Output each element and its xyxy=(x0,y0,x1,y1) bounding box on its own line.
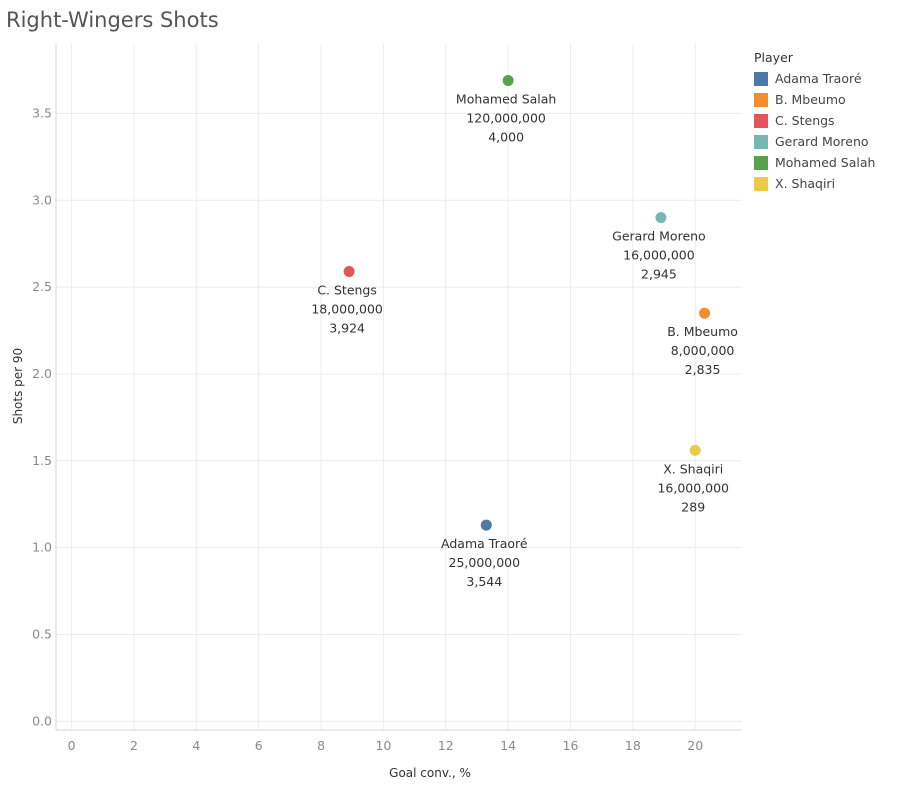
x-tick-label: 4 xyxy=(192,738,200,753)
x-tick-label: 20 xyxy=(687,738,703,753)
data-point[interactable] xyxy=(502,74,514,86)
x-tick-label: 10 xyxy=(375,738,391,753)
legend-swatch xyxy=(754,134,768,149)
legend-item[interactable]: C. Stengs xyxy=(754,110,875,131)
legend-swatch xyxy=(754,155,768,170)
y-tick-label: 0.5 xyxy=(32,626,52,641)
legend-item[interactable]: B. Mbeumo xyxy=(754,89,875,110)
data-label: 2,945 xyxy=(641,267,677,282)
legend-label: B. Mbeumo xyxy=(775,92,846,107)
y-tick-label: 3.5 xyxy=(32,105,52,120)
data-label: 3,924 xyxy=(329,321,365,336)
y-tick-label: 1.0 xyxy=(32,540,52,555)
data-label: 16,000,000 xyxy=(657,480,729,495)
data-label: Mohamed Salah xyxy=(456,91,556,106)
x-tick-label: 14 xyxy=(500,738,516,753)
data-label: C. Stengs xyxy=(317,283,377,298)
chart-title: Right-Wingers Shots xyxy=(6,8,219,32)
data-label: 8,000,000 xyxy=(671,343,735,358)
y-tick-label: 2.5 xyxy=(32,279,52,294)
y-tick-label: 2.0 xyxy=(32,366,52,381)
data-label: 4,000 xyxy=(488,129,524,144)
x-tick-label: 18 xyxy=(625,738,641,753)
x-tick-label: 12 xyxy=(438,738,454,753)
x-tick-label: 0 xyxy=(68,738,76,753)
y-tick-label: 0.0 xyxy=(32,713,52,728)
legend-item[interactable]: Mohamed Salah xyxy=(754,152,875,173)
data-label: 120,000,000 xyxy=(466,110,546,125)
data-label: 3,544 xyxy=(466,574,502,589)
x-tick-label: 16 xyxy=(563,738,579,753)
data-label: 2,835 xyxy=(685,362,721,377)
x-tick-label: 8 xyxy=(317,738,325,753)
data-label: 289 xyxy=(681,499,705,514)
legend-title: Player xyxy=(754,50,793,65)
data-point[interactable] xyxy=(655,212,667,224)
data-label: B. Mbeumo xyxy=(667,324,738,339)
data-point[interactable] xyxy=(480,519,492,531)
data-label: Adama Traoré xyxy=(441,536,528,551)
legend-item[interactable]: Adama Traoré xyxy=(754,68,875,89)
legend-label: Gerard Moreno xyxy=(775,134,869,149)
data-label: 25,000,000 xyxy=(449,555,521,570)
legend-label: Mohamed Salah xyxy=(775,155,876,170)
x-tick-label: 2 xyxy=(130,738,138,753)
legend-swatch xyxy=(754,71,768,86)
data-label: Gerard Moreno xyxy=(612,229,706,244)
y-tick-label: 3.0 xyxy=(32,192,52,207)
data-point[interactable] xyxy=(689,444,701,456)
data-label: 16,000,000 xyxy=(623,248,695,263)
legend-label: Adama Traoré xyxy=(775,71,862,86)
x-tick-label: 6 xyxy=(255,738,263,753)
legend-swatch xyxy=(754,113,768,128)
data-label: X. Shaqiri xyxy=(663,461,723,476)
data-label: 18,000,000 xyxy=(311,302,383,317)
x-axis-title: Goal conv., % xyxy=(389,766,471,780)
legend-item[interactable]: X. Shaqiri xyxy=(754,173,875,194)
legend-swatch xyxy=(754,92,768,107)
data-point[interactable] xyxy=(343,266,355,278)
data-point[interactable] xyxy=(699,307,711,319)
legend-label: C. Stengs xyxy=(775,113,835,128)
y-axis-title: Shots per 90 xyxy=(11,348,25,424)
legend-label: X. Shaqiri xyxy=(775,176,836,191)
y-tick-label: 1.5 xyxy=(32,453,52,468)
legend: Player Adama Traoré B. Mbeumo C. Stengs Ger… xyxy=(754,50,875,194)
legend-swatch xyxy=(754,176,768,191)
legend-item[interactable]: Gerard Moreno xyxy=(754,131,875,152)
